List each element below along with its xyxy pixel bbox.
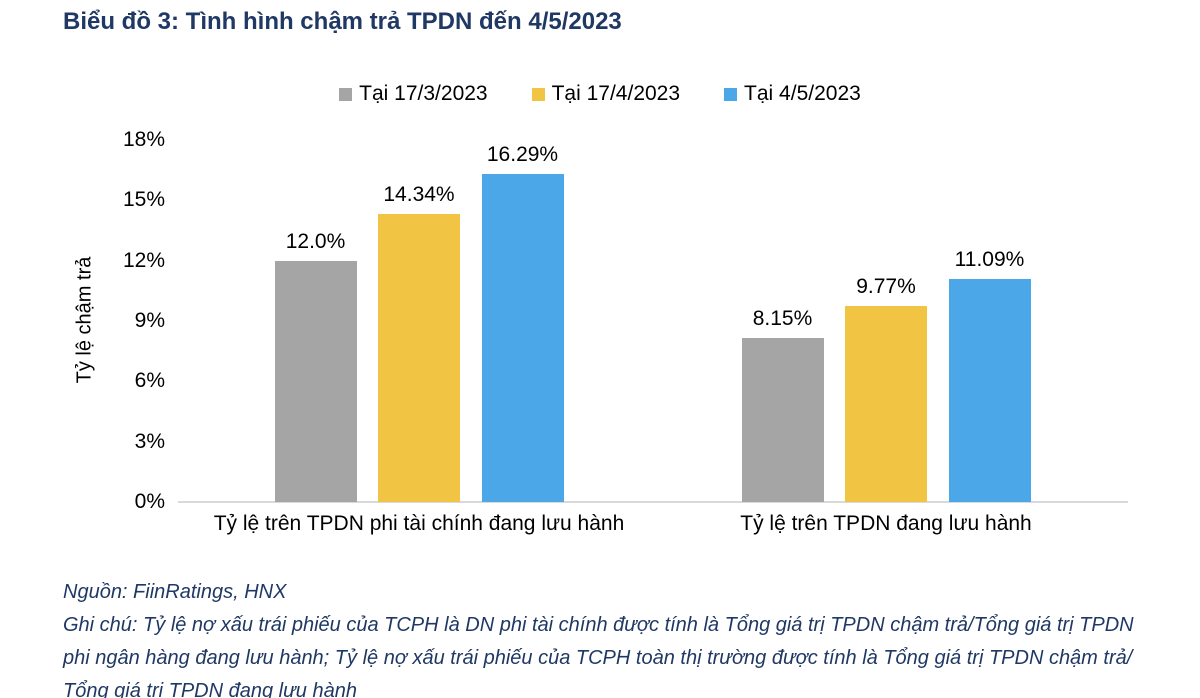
- legend-label: Tại 17/3/2023: [359, 82, 488, 105]
- y-tick-label: 6%: [134, 369, 165, 393]
- note-line-2: phi ngân hàng đang lưu hành; Tỷ lệ nợ xấ…: [63, 647, 1133, 669]
- x-axis-line: [178, 501, 1128, 503]
- note-line-1: Ghi chú: Tỷ lệ nợ xấu trái phiếu của TCP…: [63, 614, 1134, 636]
- legend-swatch-icon: [531, 87, 545, 101]
- bar-0-series-1: [378, 213, 460, 502]
- y-tick-label: 0%: [134, 490, 165, 513]
- x-category-label-0: Tỷ lệ trên TPDN phi tài chính đang lưu h…: [213, 512, 625, 535]
- legend-item-1: Tại 17/4/2023: [531, 82, 681, 106]
- y-tick-label: 3%: [134, 429, 165, 453]
- y-tick-label: 12%: [122, 248, 165, 272]
- legend-swatch-icon: [724, 87, 738, 101]
- legend-swatch-icon: [339, 87, 353, 101]
- bar-value-label: 16.29%: [486, 143, 559, 167]
- y-axis-title: Tỷ lệ chậm trả: [73, 256, 96, 384]
- bar-0-series-0: [274, 260, 357, 502]
- legend-item-2: Tại 4/5/2023: [724, 82, 861, 106]
- bar-value-label: 12.0%: [285, 229, 346, 253]
- legend-item-0: Tại 17/3/2023: [339, 82, 488, 106]
- y-tick-label: 18%: [122, 128, 165, 151]
- source-note: Nguồn: FiinRatings, HNX: [63, 581, 287, 603]
- bar-0-series-2: [481, 174, 564, 502]
- bar-value-label: 8.15%: [752, 307, 813, 331]
- y-tick-label: 15%: [122, 188, 165, 212]
- x-category-label-1: Tỷ lệ trên TPDN đang lưu hành: [740, 512, 1032, 535]
- bar-value-label: 9.77%: [856, 274, 916, 298]
- bar-value-label: 11.09%: [954, 247, 1025, 271]
- legend-label: Tại 4/5/2023: [744, 82, 861, 105]
- bar-1-series-0: [741, 338, 824, 502]
- legend: Tại 17/3/2023 Tại 17/4/2023 Tại 4/5/2023: [0, 82, 1200, 106]
- bar-1-series-2: [948, 278, 1031, 502]
- note-line-3: Tổng giá trị TPDN đang lưu hành: [63, 680, 357, 698]
- bar-value-label: 14.34%: [383, 182, 455, 206]
- chart-title: Biểu đồ 3: Tình hình chậm trả TPDN đến 4…: [63, 8, 622, 35]
- legend-label: Tại 17/4/2023: [551, 82, 681, 105]
- footer-notes: Nguồn: FiinRatings, HNX Ghi chú: Tỷ lệ n…: [63, 576, 1134, 698]
- y-tick-label: 9%: [134, 309, 165, 332]
- bar-1-series-1: [845, 305, 927, 502]
